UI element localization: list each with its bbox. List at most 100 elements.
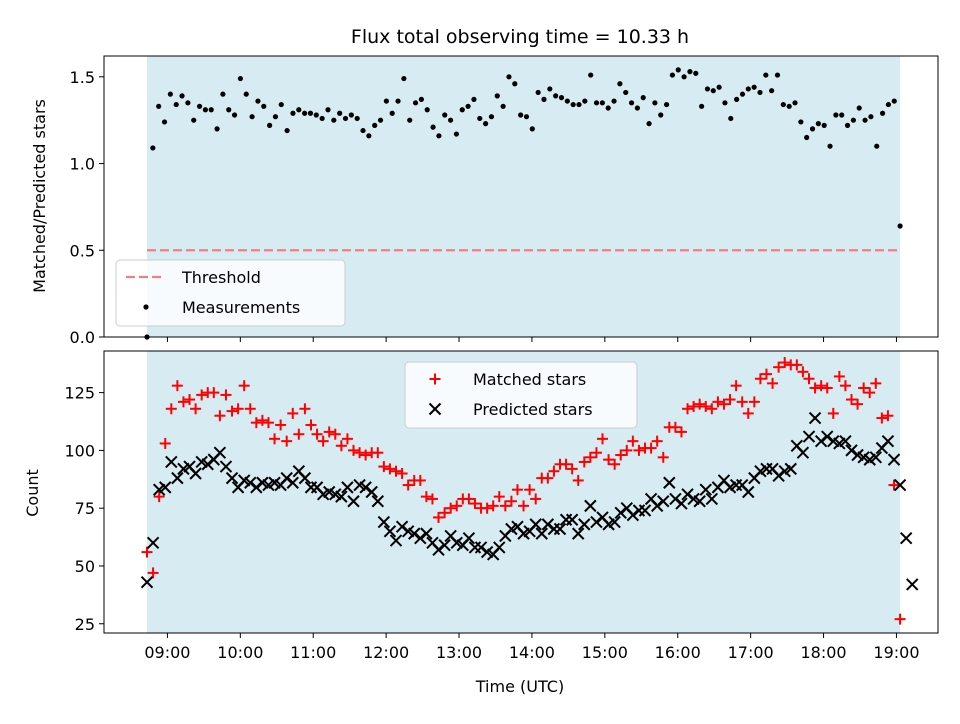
matched-star-point [493, 491, 505, 503]
matched-star-point [426, 493, 438, 505]
predicted-star-point-b [529, 518, 542, 531]
predicted-star-point-b [675, 497, 688, 510]
matched-star-point [760, 368, 772, 380]
matched-star-point [590, 447, 602, 459]
predicted-star-point-b [553, 522, 567, 536]
predicted-star-point-b [887, 453, 901, 466]
predicted-star-point [553, 522, 567, 536]
predicted-star-point [244, 476, 257, 489]
predicted-star-point-b [717, 474, 731, 487]
predicted-star-point-b [893, 478, 907, 492]
predicted-star-point-b [420, 527, 433, 540]
predicted-star-point-b [851, 448, 864, 462]
matched-star-point [566, 463, 578, 475]
predicted-star-point-b [171, 471, 184, 485]
measurement-point [395, 98, 401, 104]
matched-star-point [293, 428, 305, 440]
predicted-star-point-b [857, 451, 870, 464]
matched-star-point [275, 419, 287, 431]
predicted-star-point [663, 476, 676, 489]
predicted-star-point-b [377, 515, 391, 529]
measurement-point [278, 101, 284, 108]
matched-star-point [876, 412, 888, 424]
matched-star-point [396, 468, 408, 480]
predicted-star-point [140, 575, 154, 589]
measurement-point [710, 88, 716, 94]
predicted-star-point-b [644, 492, 658, 506]
matched-star-point [603, 454, 615, 466]
measurement-point [296, 107, 302, 113]
measurement-point [897, 223, 903, 229]
predicted-star-point-b [906, 578, 919, 591]
measurement-point [558, 95, 565, 101]
bottom-legend: Matched stars Predicted stars [404, 361, 638, 429]
measurement-point [337, 110, 343, 116]
measurement-point [231, 112, 238, 118]
measurement-point [850, 117, 856, 123]
matched-star-point [390, 465, 402, 477]
predicted-star-point-b [426, 536, 439, 550]
measurement-point [599, 100, 605, 106]
matched-star-point [846, 394, 858, 406]
matched-star-point [706, 403, 718, 415]
measurement-point [745, 86, 751, 92]
predicted-star-point-b [310, 481, 324, 494]
top-legend-box [115, 259, 346, 327]
predicted-star-point-b [839, 434, 852, 448]
predicted-star-point-b [389, 534, 403, 547]
predicted-star-point [359, 481, 372, 494]
predicted-star-point [420, 527, 433, 540]
measurement-point [196, 103, 203, 109]
matched-star-point [354, 447, 366, 459]
measurement-point [541, 96, 547, 102]
matched-star-point [700, 400, 712, 412]
top-legend: Threshold Measurements [115, 259, 346, 327]
measurement-point [226, 107, 232, 113]
legend-measurements-label: Measurements [182, 298, 300, 317]
predicted-star-point-b [195, 455, 208, 469]
measurement-point [202, 107, 208, 113]
measurement-point [885, 101, 892, 108]
matched-star-point [226, 405, 238, 417]
predicted-star-point-b [286, 476, 299, 489]
measurement-point [307, 110, 314, 116]
matched-star-point [584, 451, 596, 463]
predicted-star-point [529, 518, 542, 531]
x-tick-label: 16:00 [655, 643, 701, 662]
predicted-star-point [590, 515, 603, 529]
measurement-point [372, 122, 378, 128]
matched-star-point [748, 396, 760, 408]
matched-star-point [177, 396, 189, 408]
predicted-star-point [298, 471, 312, 485]
measurement-point [173, 101, 179, 108]
legend-measurements-swatch [143, 304, 149, 310]
predicted-star-point-b [244, 476, 257, 489]
predicted-star-point-b [705, 492, 719, 506]
matched-star-point [323, 426, 335, 438]
predicted-star-point [535, 527, 548, 540]
matched-star-point [882, 410, 894, 422]
measurement-point [191, 117, 197, 123]
predicted-star-point [541, 518, 555, 531]
predicted-star-point [814, 434, 828, 448]
predicted-star-point [159, 481, 172, 494]
predicted-star-point-b [292, 464, 306, 478]
predicted-star-point-b [608, 515, 621, 529]
predicted-star-point-b [596, 511, 609, 524]
matched-star-point [645, 442, 657, 454]
predicted-star-point [377, 515, 391, 529]
matched-star-point [827, 407, 839, 419]
matched-star-point [159, 437, 171, 449]
matched-star-point [232, 403, 244, 415]
predicted-star-point-b [669, 492, 682, 506]
measurement-point [862, 117, 868, 123]
matched-star-point [420, 491, 432, 503]
predicted-star-point [347, 495, 360, 508]
measurement-point [331, 117, 337, 123]
matched-star-point [445, 502, 457, 514]
predicted-star-point [280, 471, 293, 485]
matched-star-point [530, 493, 542, 505]
predicted-star-point-b [183, 460, 196, 473]
predicted-star-point-b [493, 541, 506, 554]
predicted-star-point [784, 462, 797, 476]
